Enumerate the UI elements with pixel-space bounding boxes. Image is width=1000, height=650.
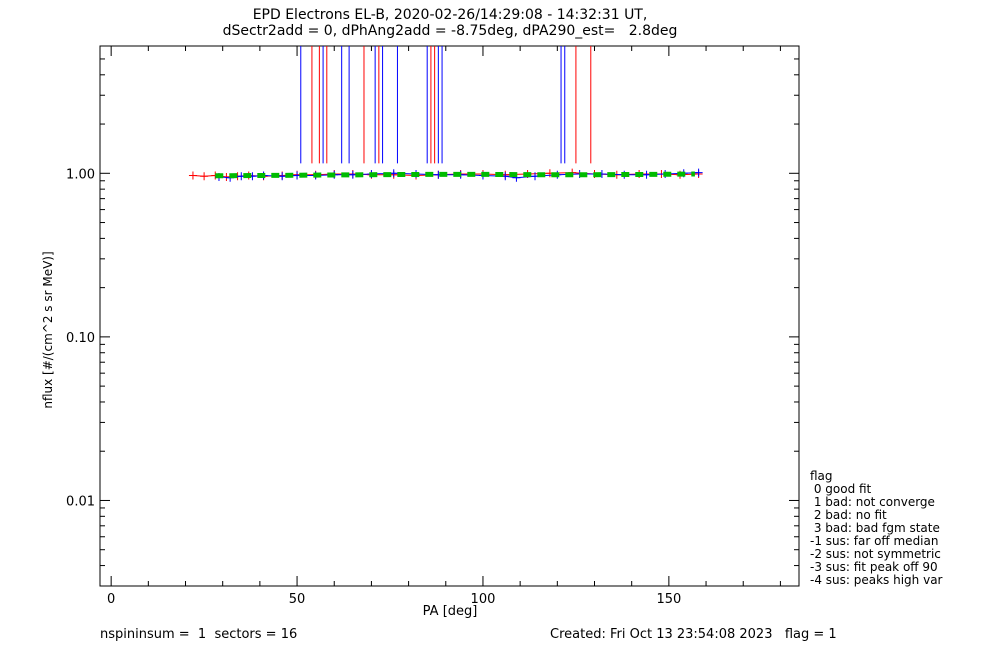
legend-item: -3 sus: fit peak off 90 — [810, 560, 938, 574]
legend-item: -2 sus: not symmetric — [810, 547, 941, 561]
legend-item: -4 sus: peaks high var — [810, 573, 943, 587]
data-point — [694, 168, 703, 177]
data-point — [278, 172, 287, 181]
axes: 0 50 100 150 0.01 0.10 1.00 — [66, 45, 799, 607]
flag-legend: flag 0 good fit 1 bad: not converge 2 ba… — [810, 470, 942, 587]
x-axis-label: PA [deg] — [422, 604, 478, 619]
x-tick-label: 100 — [471, 592, 496, 607]
legend-item: 3 bad: bad fgm state — [810, 521, 940, 535]
legend-item: 1 bad: not converge — [810, 495, 935, 509]
legend-title: flag — [810, 469, 833, 483]
fit-series-line — [215, 171, 695, 179]
y-tick-label: 1.00 — [66, 167, 95, 182]
vertical-lines — [300, 46, 592, 164]
legend-item: 2 bad: no fit — [810, 508, 887, 522]
footer-left: nspininsum = 1 sectors = 16 — [100, 627, 298, 642]
y-axis-label: nflux [#/(cm^2 s sr MeV)] — [41, 251, 55, 409]
data-point — [200, 172, 209, 181]
legend-item: 0 good fit — [810, 482, 872, 496]
plot-frame — [99, 45, 800, 587]
series-group — [188, 168, 703, 182]
title-line-1: EPD Electrons EL-B, 2020-02-26/14:29:08 … — [252, 7, 648, 23]
data-point — [642, 170, 651, 179]
title-line-2: dSectr2add = 0, dPhAng2add = -8.75deg, d… — [222, 23, 678, 39]
footer-right: Created: Fri Oct 13 23:54:08 2023 flag =… — [550, 627, 837, 642]
y-tick-label: 0.10 — [66, 331, 95, 346]
x-tick-label: 50 — [289, 592, 306, 607]
legend-item: -1 sus: far off median — [810, 534, 939, 548]
x-tick-label: 150 — [656, 592, 681, 607]
y-tick-label: 0.01 — [66, 494, 95, 509]
data-point — [188, 171, 197, 180]
x-tick-label: 0 — [107, 592, 115, 607]
